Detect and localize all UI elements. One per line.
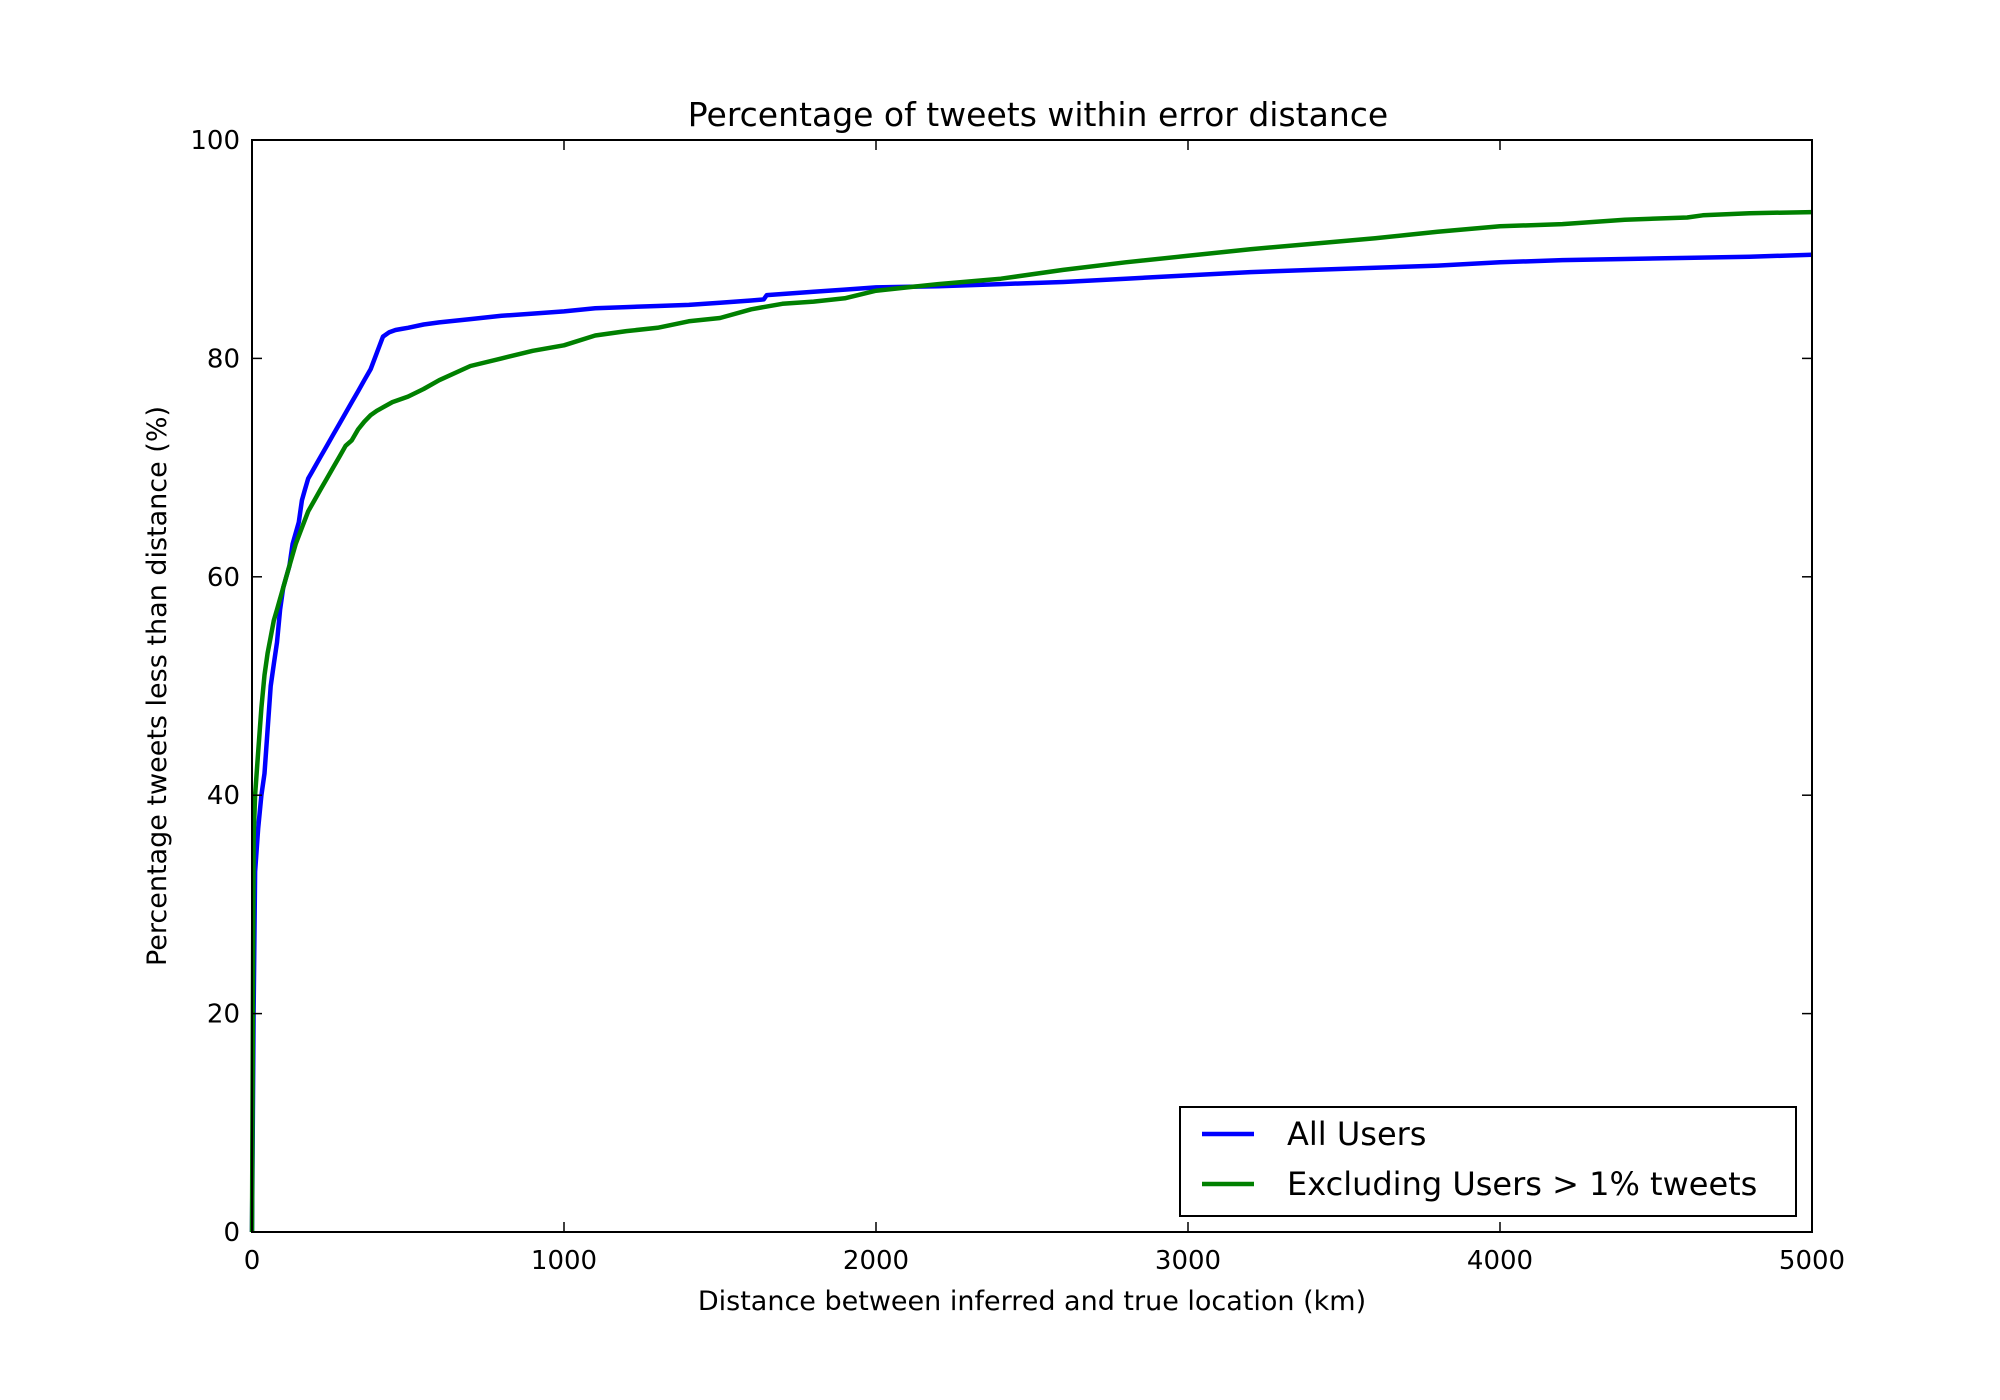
x-tick-label: 5000 (1779, 1246, 1845, 1276)
series-layer (249, 209, 1813, 1233)
y-tick-label: 0 (223, 1218, 240, 1248)
y-axis-label: Percentage tweets less than distance (%) (142, 406, 173, 966)
y-tick-label: 40 (207, 781, 240, 811)
x-tick-label: 4000 (1467, 1246, 1533, 1276)
x-tick-label: 3000 (1155, 1246, 1221, 1276)
ticks-layer: 0 1000 2000 3000 4000 5000 0 20 40 60 80 100 (190, 126, 1845, 1276)
y-tick-label: 100 (190, 126, 240, 156)
x-tick-label: 2000 (843, 1246, 909, 1276)
chart-title: Percentage of tweets within error distan… (688, 95, 1388, 134)
x-tick-label: 0 (244, 1246, 261, 1276)
y-tick-label: 80 (207, 344, 240, 374)
legend-label-all-users: All Users (1287, 1115, 1426, 1153)
x-tick-label: 1000 (531, 1246, 597, 1276)
series-line-excluding-users (249, 209, 1813, 1233)
y-tick-label: 60 (207, 563, 240, 593)
y-tick-label: 20 (207, 1000, 240, 1030)
plot-frame (251, 139, 1813, 1233)
legend-label-excluding-users: Excluding Users > 1% tweets (1287, 1165, 1757, 1203)
x-axis-label: Distance between inferred and true locat… (698, 1286, 1366, 1317)
legend-box (1179, 1106, 1797, 1217)
legend: All Users Excluding Users > 1% tweets (1179, 1106, 1797, 1217)
